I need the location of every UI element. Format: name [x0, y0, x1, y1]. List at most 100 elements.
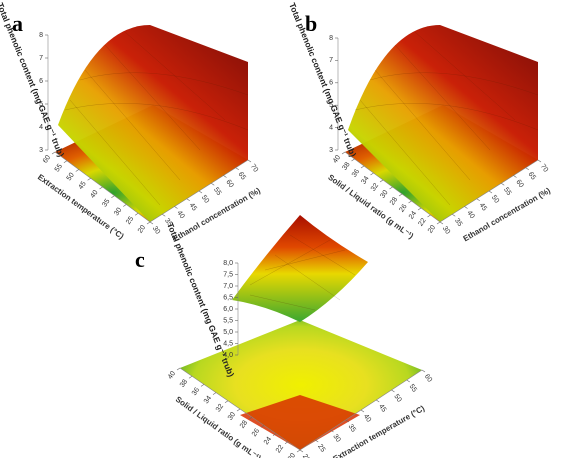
y-tick	[345, 419, 349, 423]
x-tick	[408, 200, 412, 204]
z-tick-label: 6,0	[223, 306, 233, 313]
x-tick-label: 60	[42, 154, 52, 164]
x-tick	[63, 160, 68, 163]
y-tick	[198, 190, 203, 194]
y-tick-label: 60	[224, 179, 234, 189]
x-tick-label: 40	[89, 189, 99, 199]
x-tick-label: 28	[389, 196, 399, 206]
surface-mesh	[64, 31, 249, 206]
y-tick-label: 40	[175, 210, 185, 220]
surface-mesh	[249, 234, 356, 311]
z-tick-label: 6	[39, 78, 43, 85]
y-tick-label: 30	[151, 225, 161, 235]
x-tick	[398, 193, 403, 197]
y-tick	[174, 206, 178, 209]
y-tick	[235, 167, 239, 170]
z-axis-title: Total phenolic content (mg GAE g⁻¹ trub)	[287, 1, 358, 158]
y-tick-label: 35	[347, 423, 357, 433]
x-tick	[176, 367, 181, 371]
panel-letter: b	[305, 11, 317, 36]
x-tick-label: 20	[427, 224, 437, 234]
x-tick-label: 20	[287, 452, 297, 458]
x-tick-label: 25	[125, 215, 135, 225]
z-axis-title: Total phenolic content (mg GAE g⁻¹ trub)	[0, 1, 66, 158]
x-tick	[427, 214, 431, 218]
y-tick-label: 45	[478, 202, 488, 212]
y-tick-label: 55	[212, 186, 222, 196]
y-tick-label: 50	[490, 194, 500, 204]
y-tick-label: 50	[200, 194, 210, 204]
surface	[232, 215, 368, 322]
x-tick	[99, 186, 103, 190]
panel-letter: a	[12, 11, 23, 36]
x-tick	[111, 195, 115, 198]
x-tick	[75, 169, 79, 172]
x-tick-label: 38	[179, 378, 189, 388]
x-tick-label: 36	[351, 168, 361, 178]
y-tick-label: 45	[377, 403, 387, 413]
z-tick-label: 4,0	[223, 352, 233, 359]
y-tick-label: 35	[163, 217, 173, 227]
x-tick	[188, 375, 193, 379]
x-tick	[436, 221, 441, 225]
y-tick-label: 65	[527, 171, 537, 181]
y-tick-label: 30	[441, 225, 451, 235]
z-tick-label: 5	[329, 102, 333, 109]
x-tick-label: 36	[191, 387, 201, 397]
x-tick-label: 30	[227, 411, 237, 421]
y-tick	[537, 159, 542, 163]
z-tick-label: 7	[329, 57, 333, 64]
x-tick-label: 24	[408, 210, 418, 220]
y-tick	[488, 190, 493, 194]
z-tick-label: 5	[39, 101, 43, 108]
y-tick	[464, 206, 468, 209]
y-tick-label: 45	[188, 202, 198, 212]
x-tick	[417, 207, 422, 211]
x-tick-label: 24	[263, 436, 273, 446]
x-tick-label: 20	[137, 224, 147, 234]
y-tick	[439, 221, 444, 225]
x-tick-label: 38	[341, 161, 351, 171]
x-tick-label: 32	[215, 403, 225, 413]
y-tick	[376, 399, 380, 403]
y-tick	[162, 214, 166, 217]
y-tick-label: 65	[237, 171, 247, 181]
z-tick-label: 4	[329, 124, 333, 131]
y-tick	[315, 439, 319, 443]
z-tick-label: 6,5	[223, 294, 233, 301]
surface	[58, 25, 248, 222]
x-tick	[370, 172, 374, 176]
z-tick-label: 7,5	[223, 271, 233, 278]
y-tick-label: 50	[392, 393, 402, 403]
x-tick	[360, 165, 365, 169]
y-tick	[476, 198, 480, 201]
y-tick-label: 20	[301, 453, 311, 458]
panel-letter: c	[135, 247, 145, 272]
y-tick	[149, 221, 154, 225]
x-tick-label: 32	[370, 182, 380, 192]
z-tick-label: 7	[39, 55, 43, 62]
x-tick-label: 22	[275, 444, 285, 454]
y-tick-label: 70	[249, 163, 259, 173]
y-tick-label: 70	[539, 163, 549, 173]
y-tick-label: 55	[408, 383, 418, 393]
x-tick	[236, 408, 241, 412]
y-tick	[186, 198, 190, 201]
x-tick	[200, 384, 205, 387]
z-tick-label: 6	[329, 80, 333, 87]
x-tick	[284, 441, 289, 445]
x-tick	[146, 221, 151, 225]
y-tick	[330, 429, 334, 433]
y-tick	[525, 167, 529, 170]
x-tick-label: 26	[398, 203, 408, 213]
y-tick-label: 30	[331, 433, 341, 443]
x-tick	[351, 158, 355, 162]
x-tick	[51, 151, 56, 155]
x-tick-label: 45	[78, 180, 88, 190]
z-tick-label: 8,0	[223, 260, 233, 267]
y-tick-label: 60	[514, 179, 524, 189]
x-tick-label: 30	[113, 207, 123, 217]
x-tick-label: 22	[417, 217, 427, 227]
y-tick	[513, 175, 517, 178]
y-tick	[452, 214, 456, 217]
